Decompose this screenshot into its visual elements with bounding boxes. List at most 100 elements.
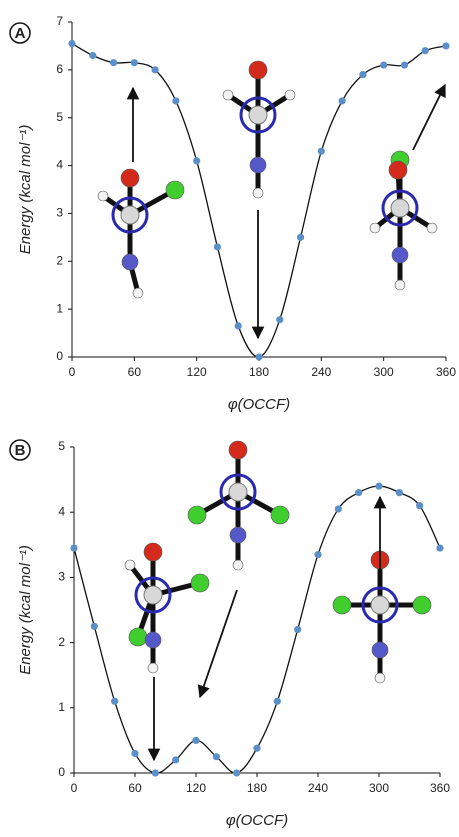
atom bbox=[188, 506, 206, 524]
x-tick-label: 360 bbox=[430, 781, 450, 795]
data-point bbox=[233, 769, 240, 776]
atom bbox=[121, 169, 139, 187]
y-tick-label: 2 bbox=[56, 253, 63, 267]
x-tick-label: 360 bbox=[436, 365, 456, 379]
carbon bbox=[249, 106, 267, 124]
atom bbox=[148, 663, 158, 673]
x-tick-label: 300 bbox=[374, 365, 394, 379]
x-tick-label: 0 bbox=[71, 781, 78, 795]
y-tick-label: 5 bbox=[58, 439, 65, 453]
data-point bbox=[422, 47, 429, 54]
y-tick-label: 2 bbox=[58, 635, 65, 649]
data-point bbox=[214, 243, 221, 250]
chart: 01234567060120180240300360φ(OCCF)Energy … bbox=[0, 0, 459, 837]
data-point bbox=[152, 66, 159, 73]
data-point bbox=[110, 59, 117, 66]
x-tick-label: 240 bbox=[308, 781, 328, 795]
atom bbox=[395, 280, 405, 290]
x-tick-label: 60 bbox=[128, 365, 142, 379]
x-tick-label: 60 bbox=[128, 781, 142, 795]
data-point bbox=[380, 61, 387, 68]
x-axis-title: φ(OCCF) bbox=[226, 812, 288, 829]
data-point bbox=[70, 544, 77, 551]
carbon bbox=[391, 199, 409, 217]
data-point bbox=[89, 52, 96, 59]
data-point bbox=[255, 353, 262, 360]
data-point bbox=[152, 769, 159, 776]
arrow bbox=[413, 85, 445, 150]
y-tick-label: 0 bbox=[58, 765, 65, 779]
atom bbox=[333, 596, 351, 614]
panel-label: A bbox=[15, 25, 26, 42]
curve bbox=[74, 486, 440, 773]
data-point bbox=[192, 737, 199, 744]
data-point bbox=[193, 157, 200, 164]
x-tick-label: 300 bbox=[369, 781, 389, 795]
data-point bbox=[318, 148, 325, 155]
atom bbox=[125, 560, 135, 570]
data-point bbox=[111, 698, 118, 705]
atom bbox=[253, 188, 263, 198]
carbon bbox=[371, 596, 389, 614]
data-point bbox=[375, 483, 382, 490]
data-point bbox=[91, 623, 98, 630]
atom bbox=[427, 223, 437, 233]
data-point bbox=[335, 505, 342, 512]
data-point bbox=[131, 59, 138, 66]
atom bbox=[389, 161, 407, 179]
atom bbox=[285, 90, 295, 100]
y-tick-label: 0 bbox=[56, 349, 63, 363]
y-axis-title: Energy (kcal mol⁻¹) bbox=[17, 545, 34, 675]
atom bbox=[122, 254, 138, 270]
y-tick-label: 3 bbox=[56, 206, 63, 220]
y-tick-label: 5 bbox=[56, 110, 63, 124]
atom bbox=[413, 596, 431, 614]
data-point bbox=[355, 489, 362, 496]
y-tick-label: 7 bbox=[56, 14, 63, 28]
atom bbox=[392, 247, 408, 263]
atom bbox=[191, 574, 209, 592]
carbon bbox=[229, 483, 247, 501]
x-axis-title: φ(OCCF) bbox=[228, 396, 290, 413]
atom bbox=[250, 157, 266, 173]
x-tick-label: 120 bbox=[187, 365, 207, 379]
data-point bbox=[276, 316, 283, 323]
data-point bbox=[68, 40, 75, 47]
data-point bbox=[339, 97, 346, 104]
y-tick-label: 6 bbox=[56, 62, 63, 76]
atom bbox=[249, 61, 267, 79]
data-point bbox=[253, 745, 260, 752]
data-point bbox=[396, 489, 403, 496]
atom bbox=[233, 560, 243, 570]
atom bbox=[372, 642, 388, 658]
atom bbox=[166, 181, 184, 199]
atom bbox=[144, 543, 162, 561]
data-point bbox=[314, 551, 321, 558]
y-tick-label: 1 bbox=[58, 700, 65, 714]
y-tick-label: 3 bbox=[58, 570, 65, 584]
data-point bbox=[436, 544, 443, 551]
atom bbox=[229, 441, 247, 459]
atom bbox=[133, 288, 143, 298]
y-tick-label: 1 bbox=[56, 301, 63, 315]
data-point bbox=[213, 753, 220, 760]
data-point bbox=[416, 502, 423, 509]
data-point bbox=[359, 71, 366, 78]
y-tick-label: 4 bbox=[56, 158, 63, 172]
data-point bbox=[131, 750, 138, 757]
y-axis-title: Energy (kcal mol⁻¹) bbox=[17, 125, 34, 255]
carbon bbox=[144, 586, 162, 604]
atom bbox=[375, 673, 385, 683]
atom bbox=[271, 506, 289, 524]
data-point bbox=[401, 61, 408, 68]
y-tick-label: 4 bbox=[58, 504, 65, 518]
atom bbox=[370, 223, 380, 233]
atom bbox=[129, 628, 147, 646]
data-point bbox=[274, 698, 281, 705]
data-point bbox=[235, 322, 242, 329]
data-point bbox=[172, 97, 179, 104]
x-tick-label: 0 bbox=[69, 365, 76, 379]
x-tick-label: 180 bbox=[249, 365, 269, 379]
carbon bbox=[121, 206, 139, 224]
arrow bbox=[200, 590, 237, 697]
